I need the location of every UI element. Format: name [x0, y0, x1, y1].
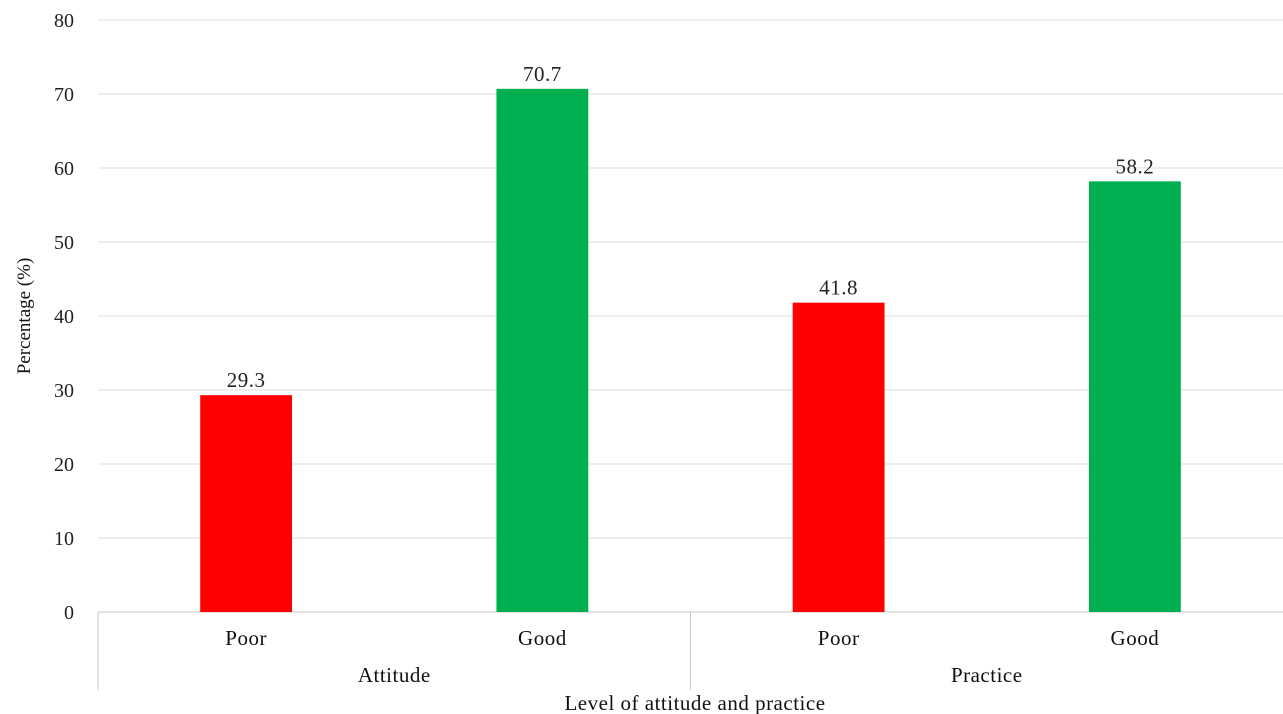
x-group-label: Practice	[951, 663, 1023, 687]
y-tick-label: 40	[54, 306, 74, 328]
gridlines	[98, 19, 1283, 613]
data-label: 58.2	[1116, 154, 1155, 178]
x-category-label: Poor	[818, 626, 860, 650]
x-axis-label: Level of attitude and practice	[564, 691, 825, 714]
y-axis-label: Percentage (%)	[14, 258, 35, 375]
y-tick-label: 50	[54, 232, 74, 254]
x-category-label: Good	[518, 626, 567, 650]
x-category-label: Poor	[225, 626, 267, 650]
data-label: 29.3	[227, 368, 266, 392]
bar	[496, 88, 589, 612]
y-axis-ticks: 0 10 20 30 40 50 60 70 80	[54, 10, 74, 624]
x-group-label: Attitude	[358, 663, 431, 687]
y-tick-label: 20	[54, 454, 74, 476]
y-tick-label: 80	[54, 10, 74, 32]
data-labels: 29.3 70.7 41.8 58.2	[227, 62, 1155, 392]
x-axis: Poor Good Poor Good Attitude Practice	[97, 612, 1160, 690]
y-tick-label: 0	[64, 602, 74, 624]
y-tick-label: 60	[54, 158, 74, 180]
bar	[1088, 181, 1181, 612]
bar	[792, 302, 885, 612]
y-tick-label: 30	[54, 380, 74, 402]
x-category-label: Good	[1111, 626, 1160, 650]
y-tick-label: 70	[54, 84, 74, 106]
y-tick-label: 10	[54, 528, 74, 550]
bar	[200, 395, 293, 612]
bars	[200, 88, 1181, 612]
data-label: 41.8	[819, 276, 858, 300]
data-label: 70.7	[523, 62, 562, 86]
